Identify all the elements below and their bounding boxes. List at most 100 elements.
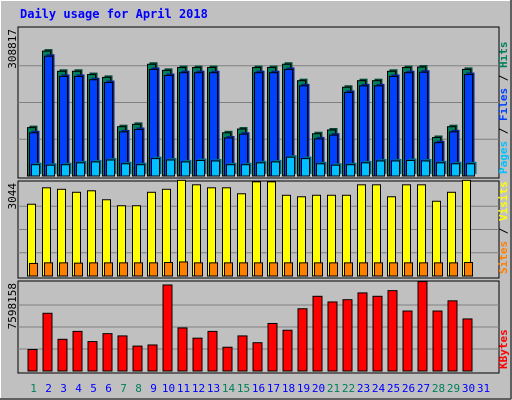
x-tick-label: 29 [447, 382, 460, 395]
bar-kbytes [132, 345, 143, 372]
bar-pages [436, 160, 447, 177]
bar-kbytes [417, 281, 428, 372]
x-axis-day-labels: 1 2 3 4 5 6 7 8 9 10 11 12 13 14 15 16 17 18 19 20 21 22 23 24 2… [30, 382, 490, 395]
bar-kbytes [177, 327, 188, 372]
bar-pages [196, 158, 207, 177]
bar-visits [417, 184, 426, 277]
legend-entry: / [497, 121, 510, 141]
bar-pages [241, 162, 252, 177]
bar-kbytes [87, 341, 98, 372]
y-max-label: 308817 [6, 29, 19, 69]
x-tick-label: 3 [60, 382, 67, 395]
bar-sites [59, 262, 68, 277]
bar-kbytes [447, 300, 458, 372]
bar-kbytes [147, 344, 158, 372]
x-tick-label: 21 [327, 382, 340, 395]
bar-pages [31, 162, 42, 177]
bar-pages [256, 160, 267, 177]
bar-pages [451, 161, 462, 177]
x-tick-label: 1 [30, 382, 37, 395]
x-tick-label: 30 [462, 382, 475, 395]
x-tick-label: 18 [282, 382, 295, 395]
bar-kbytes [282, 329, 293, 372]
bar-pages [76, 160, 87, 177]
bar-kbytes [432, 310, 443, 372]
panel-kbytes: 7598158 KBytes [6, 280, 510, 374]
bar-visits [252, 181, 261, 277]
bar-visits [372, 184, 381, 277]
x-tick-label: 11 [177, 382, 190, 395]
x-tick-label: 13 [207, 382, 220, 395]
bar-files [254, 70, 265, 177]
bar-files [59, 74, 70, 177]
y-max-label: 7598158 [6, 283, 19, 329]
bar-visits [357, 184, 366, 277]
bar-pages [91, 159, 102, 177]
bar-sites [314, 262, 323, 277]
bar-sites [74, 262, 83, 277]
bar-kbytes [237, 335, 248, 372]
bar-sites [359, 262, 368, 277]
bar-kbytes [162, 284, 173, 372]
bar-sites [29, 262, 38, 277]
bar-pages [346, 162, 357, 177]
bar-pages [181, 159, 192, 177]
legend-entry: / [497, 68, 510, 88]
bar-pages [316, 161, 327, 177]
x-tick-label: 24 [372, 382, 386, 395]
bar-files [464, 72, 475, 177]
bar-pages [226, 162, 237, 177]
bar-pages [211, 158, 222, 177]
bar-pages [421, 158, 432, 177]
x-tick-label: 22 [342, 382, 355, 395]
bar-pages [466, 161, 477, 177]
series-legend: KBytes [497, 329, 510, 369]
bar-kbytes [327, 301, 338, 372]
legend-entry: Pages [497, 141, 510, 174]
x-tick-label: 2 [45, 382, 52, 395]
bar-kbytes [267, 322, 278, 372]
bar-kbytes [72, 330, 83, 372]
bar-sites [254, 262, 263, 277]
bar-sites [284, 262, 293, 277]
bar-kbytes [42, 312, 53, 372]
bar-kbytes [312, 295, 323, 372]
bar-kbytes [462, 318, 473, 372]
bar-pages [136, 162, 147, 177]
bar-visits [462, 179, 471, 277]
bar-pages [106, 158, 117, 177]
bar-kbytes [252, 342, 263, 372]
series-legend: Pages / Files / Hits [497, 42, 510, 175]
bar-sites [269, 262, 278, 277]
bar-pages [271, 159, 282, 177]
x-tick-label: 25 [387, 382, 400, 395]
bar-kbytes [297, 308, 308, 372]
bar-files [44, 54, 55, 177]
legend-entry: Visits [497, 181, 510, 221]
x-tick-label: 20 [312, 382, 325, 395]
bar-visits [192, 184, 201, 277]
x-tick-label: 8 [135, 382, 142, 395]
x-tick-label: 26 [402, 382, 415, 395]
bar-pages [331, 163, 342, 177]
bar-kbytes [222, 346, 233, 372]
x-tick-label: 16 [252, 382, 265, 395]
legend-entry: Hits [497, 42, 510, 69]
bar-sites [239, 262, 248, 277]
bar-kbytes [372, 295, 383, 372]
legend-entry: / [497, 221, 510, 241]
bar-sites [164, 262, 173, 277]
bar-sites [404, 262, 413, 277]
bar-kbytes [402, 310, 413, 372]
bar-pages [391, 158, 402, 177]
bar-sites [389, 262, 398, 277]
bar-sites [134, 262, 143, 277]
bar-pages [46, 163, 57, 177]
bar-kbytes [117, 335, 128, 372]
x-tick-label: 4 [75, 382, 82, 395]
x-tick-label: 28 [432, 382, 445, 395]
panel-hits-files-pages: 308817 Pages / Files / Hits [6, 26, 510, 179]
bar-pages [286, 155, 297, 177]
x-tick-label: 5 [90, 382, 97, 395]
bar-sites [194, 262, 203, 277]
